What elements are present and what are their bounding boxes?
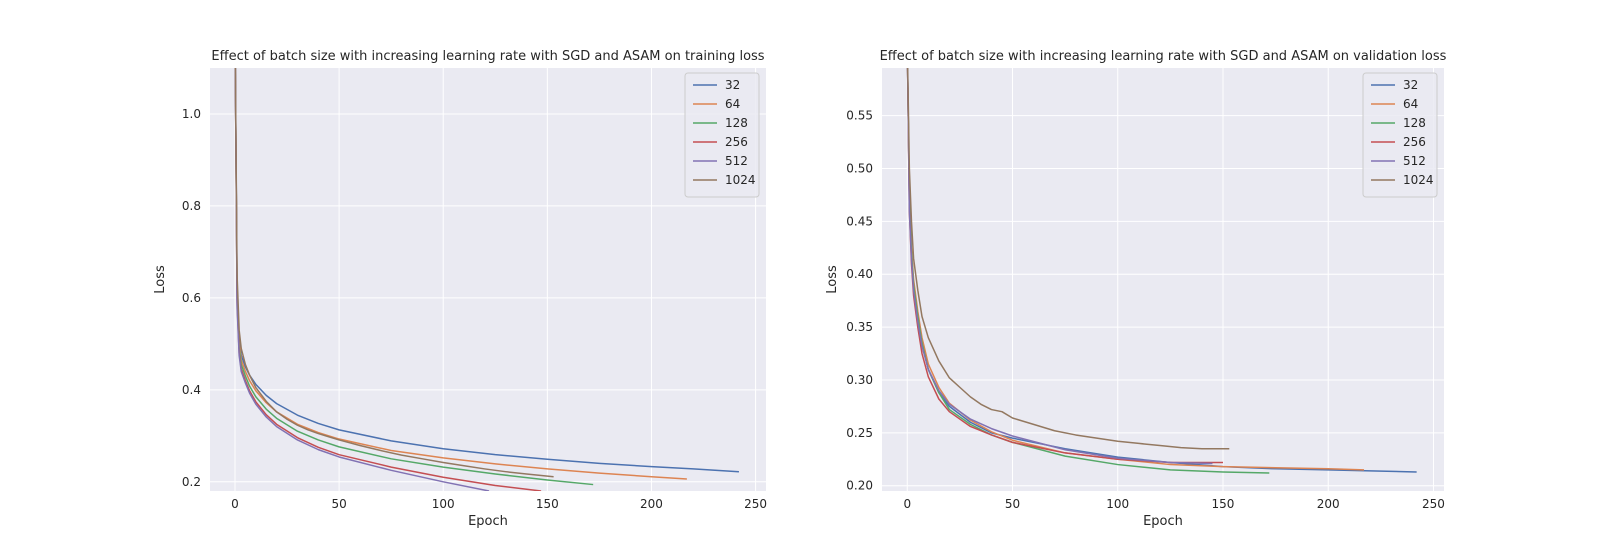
legend: 32 64 128 256 512 1024 <box>1362 72 1438 198</box>
x-tick-label: 50 <box>331 497 346 511</box>
legend: 32 64 128 256 512 1024 <box>684 72 760 198</box>
legend-label-1024: 1024 <box>1403 173 1434 187</box>
chart-panel-2: 0 50 100 150 200 250 0.20 0.25 0.30 0.35 0.40 0.45 0… <box>825 49 1447 529</box>
x-tick-label: 250 <box>1422 497 1445 511</box>
x-tick-label: 100 <box>1106 497 1129 511</box>
legend-label-64: 64 <box>725 97 740 111</box>
y-tick-label: 0.50 <box>846 161 873 175</box>
x-tick-label: 0 <box>903 497 911 511</box>
legend-label-128: 128 <box>725 116 748 130</box>
x-axis-label: Epoch <box>1143 514 1183 529</box>
series-line-32 <box>234 68 739 473</box>
y-tick-label: 0.55 <box>846 109 873 123</box>
series-lines <box>234 68 739 491</box>
legend-label-64: 64 <box>1403 97 1418 111</box>
legend-label-1024: 1024 <box>725 173 756 187</box>
y-axis-label: Loss <box>825 265 840 294</box>
legend-label-32: 32 <box>725 78 740 92</box>
y-axis-label: Loss <box>153 265 168 294</box>
legend-label-256: 256 <box>1403 135 1426 149</box>
chart-panel-1: 0 50 100 150 200 250 0.2 0.4 0.6 0.8 1.0 Effect of … <box>153 49 767 529</box>
x-axis-label: Epoch <box>468 514 508 529</box>
x-tick-label: 50 <box>1005 497 1020 511</box>
y-tick-label: 0.4 <box>182 383 201 397</box>
y-tick-label: 0.20 <box>846 479 873 493</box>
x-tick-label: 250 <box>744 497 767 511</box>
x-tick-label: 150 <box>536 497 559 511</box>
series-line-1024 <box>234 68 554 478</box>
series-line-1024 <box>906 68 1230 450</box>
y-tick-label: 0.45 <box>846 214 873 228</box>
legend-label-128: 128 <box>1403 116 1426 130</box>
y-tick-label: 0.30 <box>846 373 873 387</box>
y-tick-label: 0.6 <box>182 291 201 305</box>
x-tick-label: 100 <box>432 497 455 511</box>
series-line-512 <box>906 68 1213 465</box>
x-tick-label: 200 <box>640 497 663 511</box>
series-line-512 <box>234 68 490 491</box>
y-tick-label: 0.40 <box>846 267 873 281</box>
legend-label-32: 32 <box>1403 78 1418 92</box>
chart-title: Effect of batch size with increasing lea… <box>211 49 764 64</box>
x-tick-label: 0 <box>231 497 239 511</box>
y-tick-label: 0.2 <box>182 475 201 489</box>
series-lines <box>906 68 1417 474</box>
y-tick-label: 0.8 <box>182 199 201 213</box>
plot-area <box>210 68 766 491</box>
x-tick-label: 150 <box>1212 497 1235 511</box>
legend-label-512: 512 <box>725 154 748 168</box>
legend-label-512: 512 <box>1403 154 1426 168</box>
y-tick-label: 0.35 <box>846 320 873 334</box>
legend-label-256: 256 <box>725 135 748 149</box>
y-tick-label: 0.25 <box>846 426 873 440</box>
y-tick-label: 1.0 <box>182 107 201 121</box>
chart-title: Effect of batch size with increasing lea… <box>880 49 1447 64</box>
plot-area <box>882 68 1444 491</box>
x-tick-label: 200 <box>1317 497 1340 511</box>
